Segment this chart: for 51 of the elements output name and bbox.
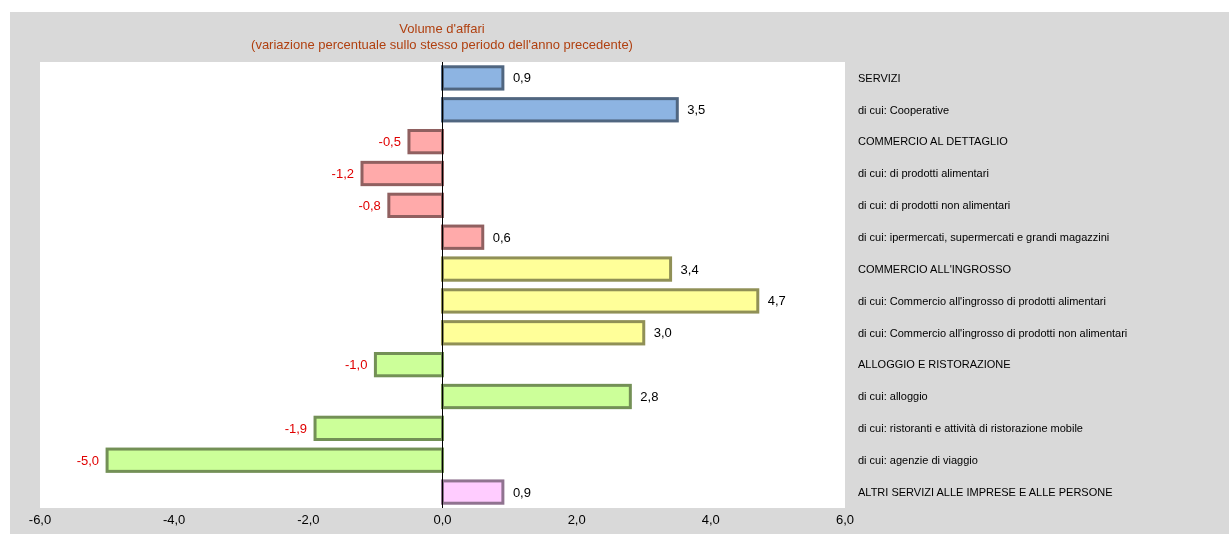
bar xyxy=(441,383,632,410)
bar xyxy=(387,192,444,219)
bar xyxy=(441,479,505,505)
x-tick-label: -4,0 xyxy=(162,512,186,527)
bar xyxy=(105,447,444,473)
y-tick-label: di cui: ipermercati, supermercati e grandi magazzini xyxy=(858,231,1110,244)
y-tick-label: di cui: ristoranti e attività di ristorazione mobile xyxy=(858,422,1083,435)
chart-title: Volume d'affari xyxy=(399,21,485,36)
bar xyxy=(441,224,485,250)
data-label: -0,5 xyxy=(378,134,401,150)
data-label: 0,9 xyxy=(512,70,531,86)
y-tick-label: ALLOGGIO E RISTORAZIONE xyxy=(858,358,1011,371)
y-tick-label: di cui: di prodotti non alimentari xyxy=(858,199,1011,212)
data-label: 4,7 xyxy=(767,293,786,309)
x-tick-label: 0,0 xyxy=(433,512,452,527)
data-label: -1,9 xyxy=(284,420,308,436)
bar xyxy=(441,256,673,282)
y-tick-label: SERVIZI xyxy=(858,71,901,84)
y-tick-label: di cui: Cooperative xyxy=(858,103,950,116)
data-label: -5,0 xyxy=(76,452,100,468)
x-tick-label: -6,0 xyxy=(28,512,52,527)
y-tick-label: di cui: Commercio all'ingrosso di prodotti alimentari xyxy=(858,294,1106,307)
y-tick-label: COMMERCIO ALL'INGROSSO xyxy=(858,262,1012,275)
y-tick-label: di cui: alloggio xyxy=(858,390,928,403)
bar xyxy=(360,160,444,187)
y-tick-label: ALTRI SERVIZI ALLE IMPRESE E ALLE PERSONE xyxy=(858,485,1113,498)
data-label: -1,2 xyxy=(331,166,354,182)
bar xyxy=(441,320,646,346)
bar xyxy=(441,97,679,123)
y-tick-label: COMMERCIO AL DETTAGLIO xyxy=(858,135,1009,148)
y-tick-label: di cui: Commercio all'ingrosso di prodotti non alimentari xyxy=(858,326,1128,339)
data-label: -1,0 xyxy=(345,357,368,373)
bar xyxy=(441,65,505,91)
data-label: 3,0 xyxy=(653,325,672,341)
bar xyxy=(441,288,760,314)
x-tick-label: 4,0 xyxy=(701,512,720,527)
y-tick-label: di cui: agenzie di viaggio xyxy=(858,454,978,467)
x-tick-label: -2,0 xyxy=(297,512,320,527)
x-tick-label: 2,0 xyxy=(567,512,586,527)
y-tick-label: di cui: di prodotti alimentari xyxy=(858,167,989,180)
data-label: 3,5 xyxy=(687,102,706,118)
data-label: 2,8 xyxy=(640,389,659,405)
x-tick-label: 6,0 xyxy=(835,512,855,527)
data-label: 0,6 xyxy=(492,229,511,245)
data-label: 3,4 xyxy=(680,261,699,277)
bar xyxy=(407,128,444,155)
bar xyxy=(313,415,444,442)
chart-subtitle: (variazione percentuale sullo stesso periodo dell'anno precedente) xyxy=(251,37,633,52)
bar xyxy=(373,351,444,378)
data-label: 0,9 xyxy=(512,484,531,500)
data-label: -0,8 xyxy=(358,197,381,213)
